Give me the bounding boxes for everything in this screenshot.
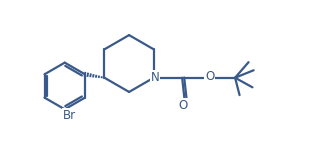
- Text: O: O: [178, 99, 188, 112]
- Text: O: O: [205, 70, 214, 83]
- Text: Br: Br: [63, 109, 76, 122]
- Text: N: N: [150, 71, 159, 84]
